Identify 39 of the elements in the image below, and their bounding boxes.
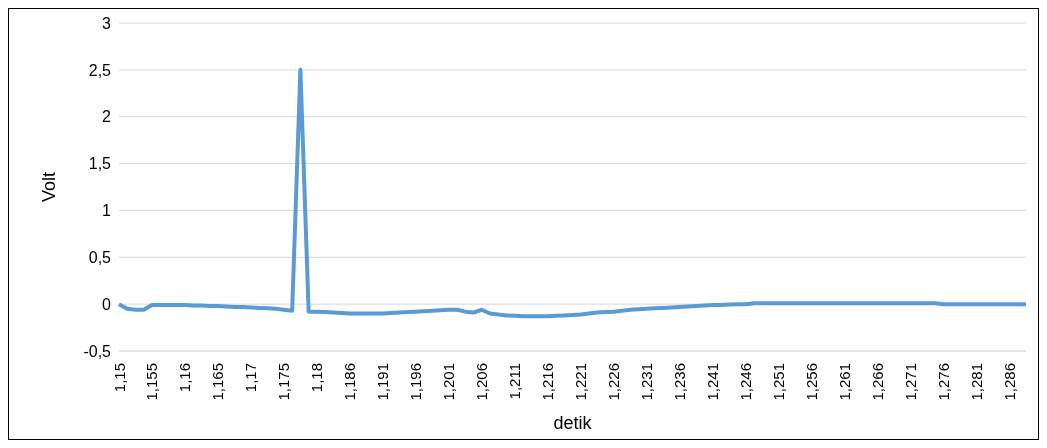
x-tick-label: 1,276 xyxy=(935,363,953,401)
x-tick-label: 1,196 xyxy=(407,363,425,401)
x-tick-label: 1,206 xyxy=(473,363,491,401)
x-tick-label: 1,221 xyxy=(572,363,590,401)
x-tick-label: 1,201 xyxy=(440,363,458,401)
y-tick-label: 2,5 xyxy=(88,61,112,79)
x-tick-label: 1,236 xyxy=(671,363,689,401)
x-tick-label: 1,241 xyxy=(704,363,722,401)
x-tick-label: 1,15 xyxy=(110,363,128,393)
x-tick-label: 1,191 xyxy=(374,363,392,401)
x-tick-label: 1,165 xyxy=(209,363,227,401)
x-tick-label: 1,155 xyxy=(143,363,161,401)
y-tick-label: 0 xyxy=(102,295,112,313)
x-tick-label: 1,251 xyxy=(770,363,788,401)
x-tick-label: 1,216 xyxy=(539,363,557,401)
y-tick-label: 1,5 xyxy=(88,155,112,173)
y-tick-label: 1 xyxy=(102,202,112,220)
x-tick-label: 1,281 xyxy=(968,363,986,401)
y-tick-label: 2 xyxy=(102,108,112,126)
x-tick-label: 1,16 xyxy=(176,363,194,393)
x-tick-label: 1,246 xyxy=(737,363,755,401)
x-tick-label: 1,271 xyxy=(902,363,920,401)
y-axis-title: Volt xyxy=(39,171,60,203)
x-tick-label: 1,226 xyxy=(605,363,623,401)
x-tick-label: 1,261 xyxy=(836,363,854,401)
x-tick-label: 1,17 xyxy=(242,363,260,393)
x-axis-title: detik xyxy=(553,413,593,433)
x-tick-label: 1,175 xyxy=(275,363,293,401)
x-tick-label: 1,286 xyxy=(1001,363,1019,401)
line-series xyxy=(117,67,1028,319)
y-tick-label: -0,5 xyxy=(83,342,112,360)
x-tick-label: 1,18 xyxy=(308,363,326,393)
y-tick-label: 0,5 xyxy=(88,248,112,266)
y-tick-label: 3 xyxy=(102,14,112,32)
x-tick-label: 1,211 xyxy=(506,363,524,400)
x-tick-label: 1,256 xyxy=(803,363,821,401)
x-tick-label: 1,266 xyxy=(869,363,887,401)
x-tick-label: 1,186 xyxy=(341,363,359,401)
x-tick-label: 1,231 xyxy=(638,363,656,401)
